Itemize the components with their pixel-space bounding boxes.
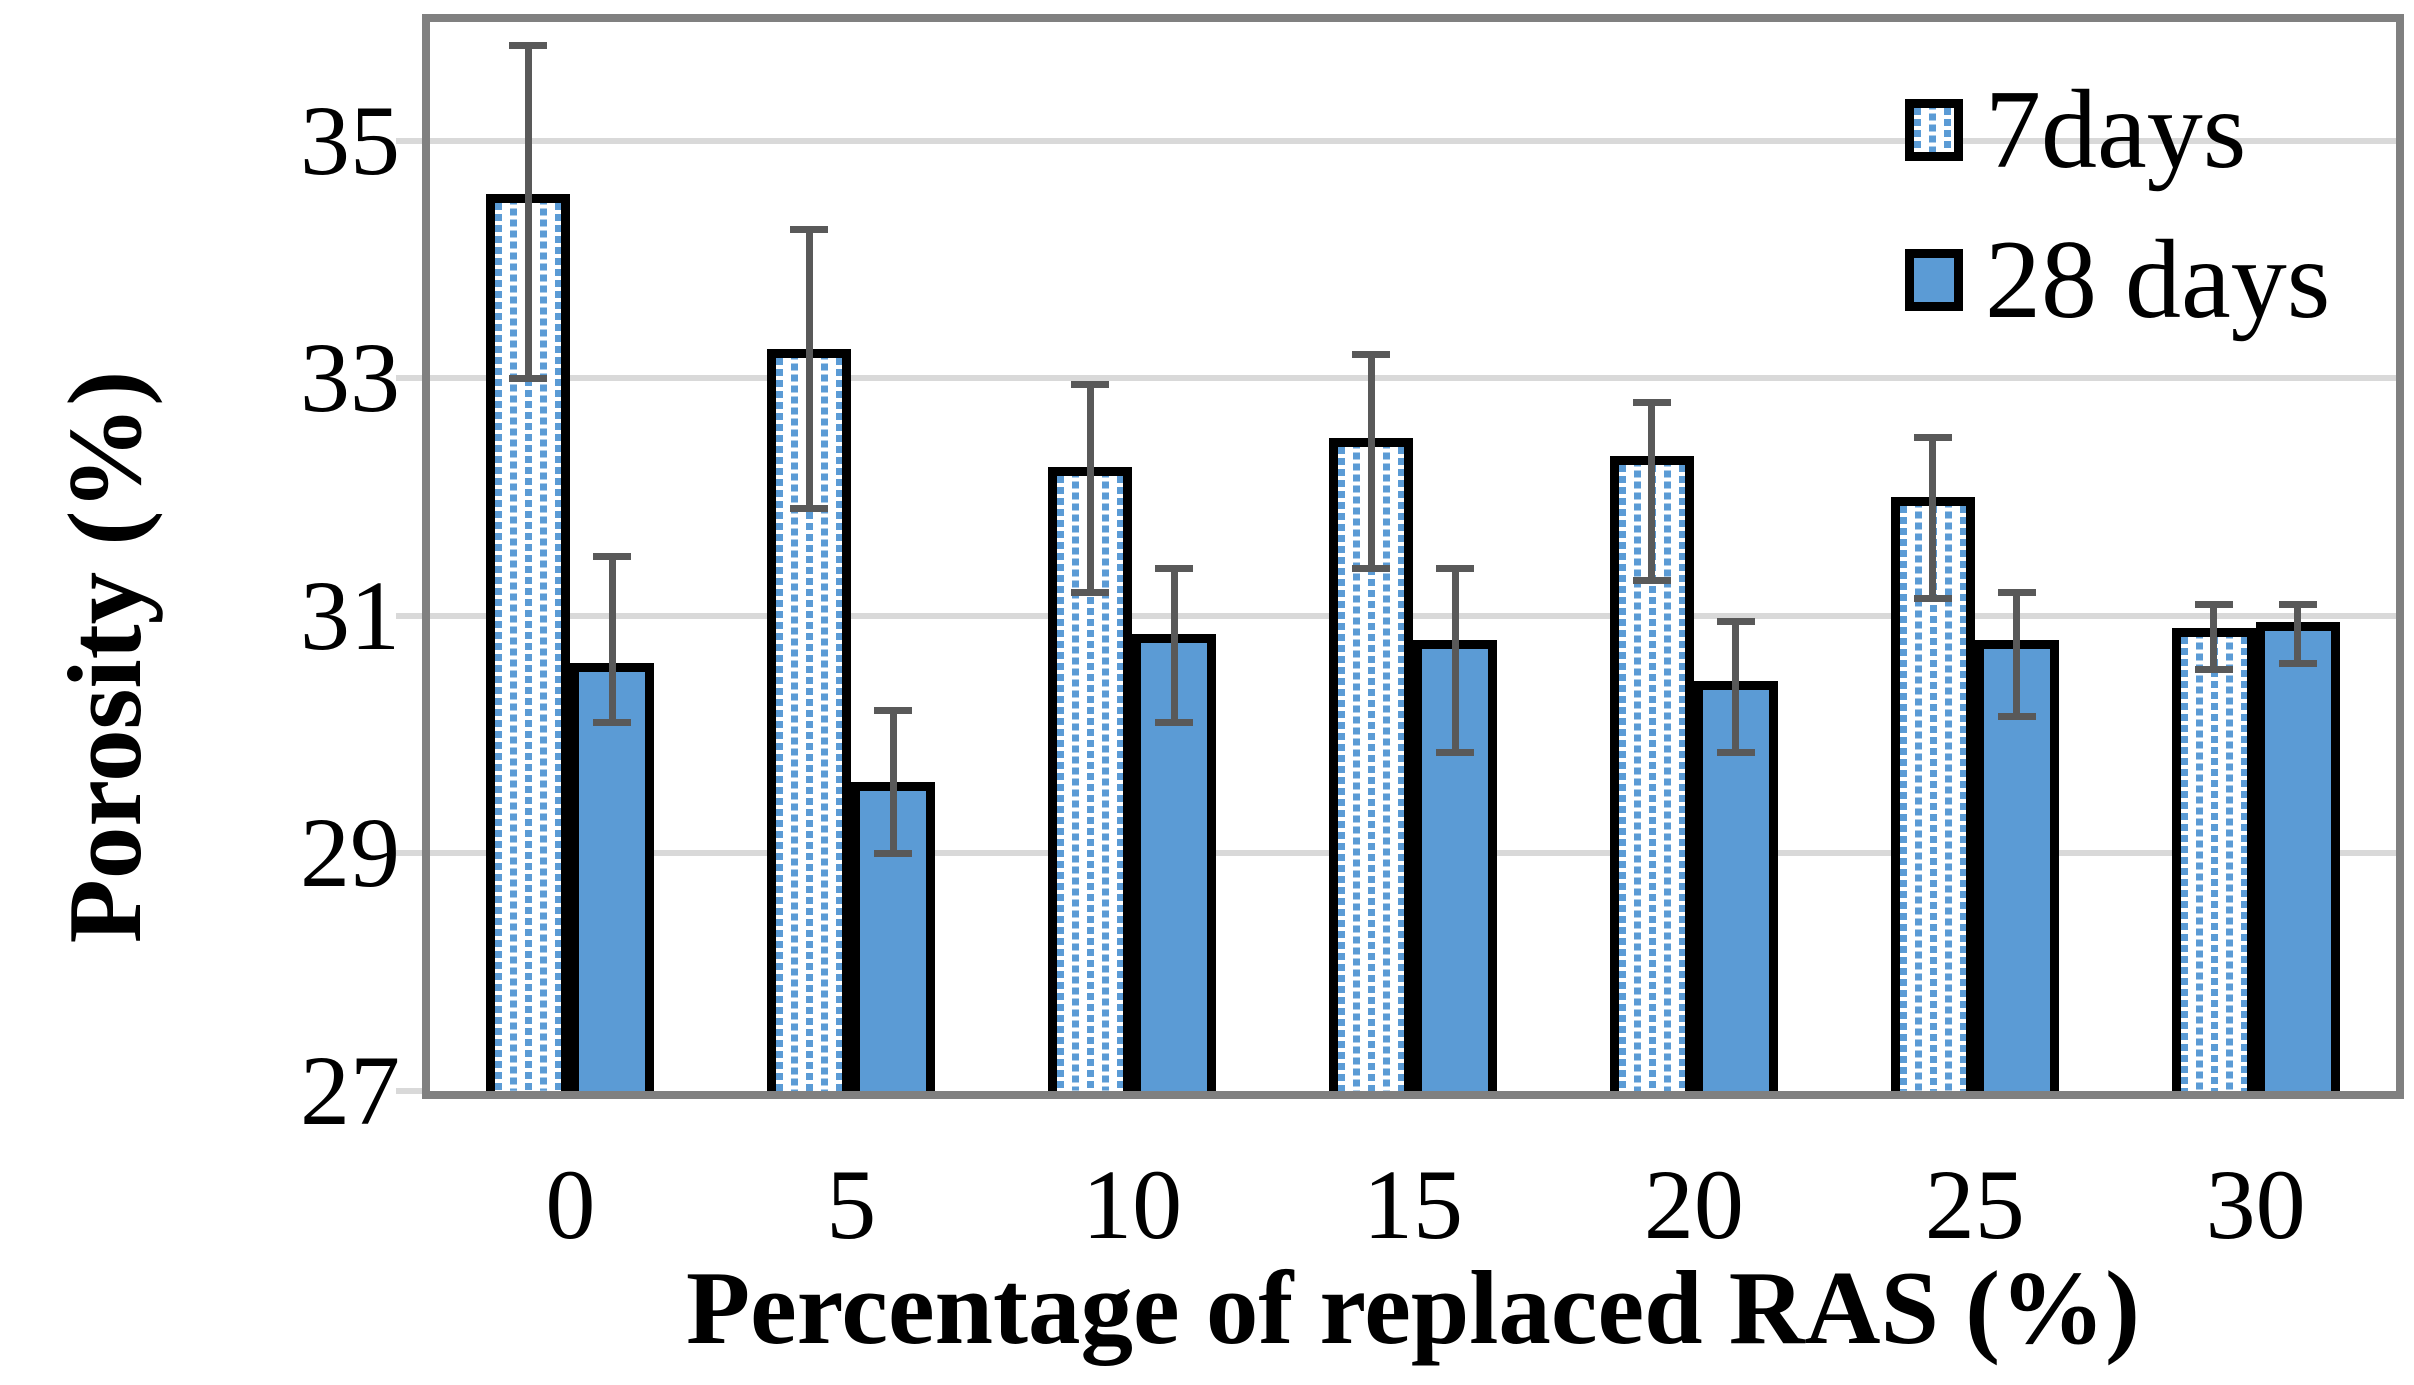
error-bar-28days-25pct-stem — [2013, 592, 2021, 717]
y-tick-label-33: 33 — [300, 322, 400, 434]
y-tick-label-35: 35 — [300, 84, 400, 196]
error-bar-28days-30pct-cap-top — [2278, 600, 2317, 608]
error-bar-28days-5pct-cap-bottom — [874, 849, 913, 857]
error-bar-28days-10pct-cap-top — [1155, 564, 1194, 572]
legend-item-28days: 28 days — [1905, 205, 2330, 355]
x-tick-label-0: 0 — [545, 1149, 596, 1260]
y-tick-mark-29 — [396, 850, 422, 857]
error-bar-28days-15pct-stem — [1451, 568, 1459, 753]
y-tick-mark-31 — [396, 612, 422, 619]
error-bar-28days-10pct-cap-bottom — [1155, 719, 1194, 727]
error-bar-28days-0pct-cap-bottom — [593, 719, 632, 727]
error-bar-28days-5pct-stem — [889, 710, 897, 854]
error-bar-7days-10pct-stem — [1086, 384, 1094, 593]
x-tick-label-20: 20 — [1643, 1149, 1744, 1260]
error-bar-7days-15pct-cap-bottom — [1352, 564, 1390, 572]
error-bar-7days-25pct-cap-bottom — [1913, 594, 1952, 602]
bar-28days-0pct — [570, 663, 655, 1091]
y-tick-label-27: 27 — [300, 1035, 400, 1146]
error-bar-28days-0pct-cap-top — [593, 553, 632, 560]
error-bar-28days-10pct-stem — [1170, 568, 1178, 723]
error-bar-7days-15pct-cap-top — [1352, 351, 1390, 359]
error-bar-7days-10pct-cap-bottom — [1071, 588, 1110, 596]
y-tick-mark-35 — [396, 137, 422, 144]
error-bar-7days-20pct-cap-bottom — [1632, 576, 1671, 584]
bar-7days-20pct — [1609, 455, 1694, 1091]
error-bar-7days-30pct-cap-bottom — [2194, 665, 2233, 673]
bar-7days-30pct — [2171, 627, 2256, 1091]
error-bar-7days-0pct-cap-top — [509, 42, 548, 50]
x-tick-label-30: 30 — [2205, 1149, 2306, 1260]
error-bar-7days-5pct-cap-bottom — [790, 505, 829, 513]
error-bar-7days-25pct-cap-top — [1913, 434, 1952, 442]
error-bar-7days-5pct-cap-top — [790, 226, 829, 234]
x-axis-title: Percentage of replaced RAS (%) — [685, 1249, 2141, 1366]
bar-28days-30pct — [2255, 621, 2340, 1091]
error-bar-7days-20pct-stem — [1648, 402, 1656, 581]
x-tick-label-25: 25 — [1924, 1149, 2025, 1260]
x-tick-label-15: 15 — [1363, 1149, 1463, 1260]
x-tick-label-5: 5 — [826, 1149, 877, 1260]
y-tick-mark-33 — [396, 375, 422, 382]
error-bar-28days-25pct-cap-top — [1997, 588, 2036, 596]
bar-28days-5pct — [851, 782, 936, 1091]
error-bar-28days-25pct-cap-bottom — [1997, 713, 2036, 721]
legend-swatch-28days-solid — [1905, 249, 1963, 311]
error-bar-28days-5pct-cap-top — [874, 707, 913, 715]
error-bar-7days-25pct-stem — [1929, 437, 1937, 599]
error-bar-7days-20pct-cap-top — [1632, 398, 1671, 406]
error-bar-28days-20pct-stem — [1732, 621, 1740, 753]
error-bar-28days-30pct-cap-bottom — [2278, 659, 2317, 667]
error-bar-28days-30pct-stem — [2294, 604, 2302, 664]
legend: 7days 28 days — [1905, 55, 2330, 355]
error-bar-28days-20pct-cap-bottom — [1716, 748, 1755, 756]
legend-swatch-7days-dotted — [1905, 99, 1963, 161]
bar-7days-25pct — [1890, 497, 1975, 1091]
y-tick-label-29: 29 — [300, 797, 400, 909]
error-bar-7days-15pct-stem — [1367, 354, 1375, 569]
plot-area — [396, 14, 2404, 1099]
legend-label-28days: 28 days — [1985, 218, 2331, 342]
x-tick-label-10: 10 — [1082, 1149, 1183, 1260]
y-tick-mark-27 — [396, 1088, 422, 1094]
error-bar-28days-0pct-stem — [608, 556, 616, 723]
legend-item-7days: 7days — [1905, 55, 2330, 205]
error-bar-7days-10pct-cap-top — [1071, 380, 1110, 388]
gridline-33 — [430, 375, 2396, 382]
error-bar-7days-0pct-cap-bottom — [509, 374, 548, 382]
error-bar-28days-20pct-cap-top — [1716, 618, 1755, 626]
error-bar-28days-15pct-cap-top — [1436, 564, 1474, 572]
y-tick-label-31: 31 — [300, 559, 400, 671]
error-bar-7days-5pct-stem — [805, 229, 813, 509]
gridline-31 — [430, 612, 2396, 619]
error-bar-7days-30pct-stem — [2210, 604, 2218, 670]
error-bar-7days-0pct-stem — [524, 45, 532, 379]
gridline-35 — [430, 137, 2396, 144]
error-bar-7days-30pct-cap-top — [2194, 600, 2233, 608]
legend-label-7days: 7days — [1985, 68, 2247, 192]
error-bar-28days-15pct-cap-bottom — [1436, 748, 1474, 756]
